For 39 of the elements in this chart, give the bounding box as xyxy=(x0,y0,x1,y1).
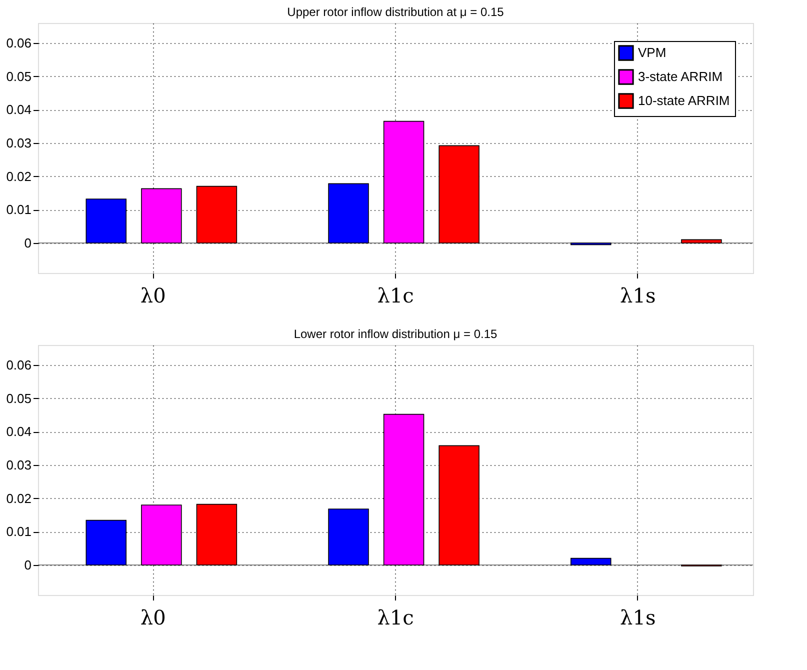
bar xyxy=(438,145,480,244)
y-tick-label: 0.01 xyxy=(6,524,32,540)
chart-title: Lower rotor inflow distribution μ = 0.15 xyxy=(294,327,498,341)
bar xyxy=(383,120,424,244)
x-tick-label: λ0 xyxy=(140,284,166,308)
legend-label: 3-state ARRIM xyxy=(638,69,723,84)
x-tick-label: λ1c xyxy=(377,284,414,308)
bar xyxy=(196,504,238,566)
y-tick-label: 0.02 xyxy=(6,490,32,506)
x-tick-label: λ1s xyxy=(620,606,656,630)
bar xyxy=(86,198,127,244)
legend-label: VPM xyxy=(638,45,666,60)
y-tick-label: 0.05 xyxy=(6,68,32,84)
bar xyxy=(141,188,182,244)
bar xyxy=(86,520,127,566)
y-tick-label: 0.01 xyxy=(6,202,32,218)
y-tick-label: 0 xyxy=(24,558,32,572)
bar xyxy=(570,558,612,566)
y-tick-label: 0.04 xyxy=(6,424,32,440)
y-tick-label: 0.03 xyxy=(6,458,32,472)
chart-title: Upper rotor inflow distribution at μ = 0.15 xyxy=(287,5,504,19)
bar xyxy=(328,183,369,244)
bar xyxy=(681,239,722,244)
bar xyxy=(141,504,182,566)
bar xyxy=(438,445,480,566)
y-tick-label: 0.05 xyxy=(6,390,32,406)
bar xyxy=(383,414,424,566)
bar xyxy=(328,508,369,566)
x-tick-label: λ1s xyxy=(620,284,656,308)
x-tick-label: λ1c xyxy=(377,606,414,630)
legend-label: 10-state ARRIM xyxy=(638,93,730,108)
y-tick-label: 0 xyxy=(24,236,32,250)
x-tick-label: λ0 xyxy=(140,606,166,630)
y-tick-label: 0.03 xyxy=(6,136,32,150)
y-tick-label: 0.06 xyxy=(6,36,32,50)
y-tick-label: 0.04 xyxy=(6,102,32,118)
bar xyxy=(196,186,238,244)
y-tick-label: 0.02 xyxy=(6,168,32,184)
y-tick-label: 0.06 xyxy=(6,358,32,372)
